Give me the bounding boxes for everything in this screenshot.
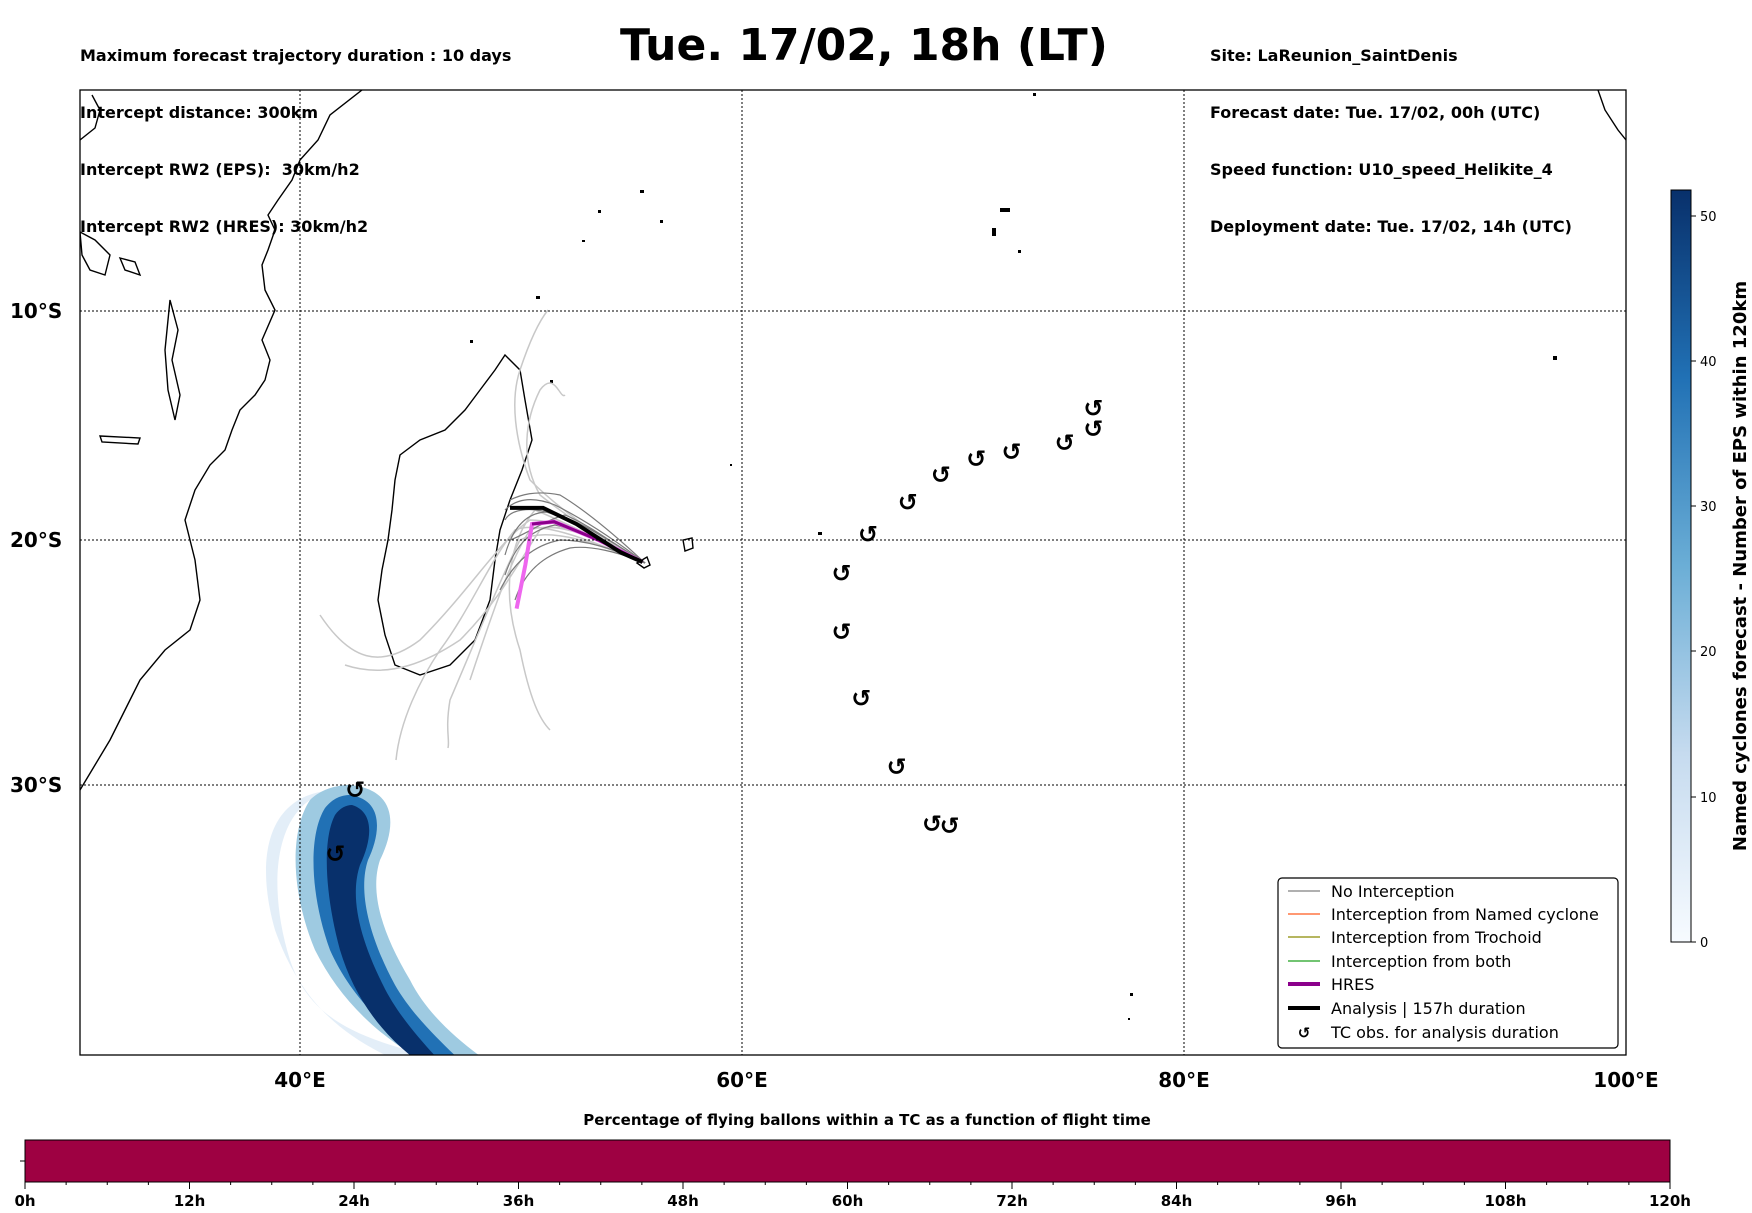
intercept-eps-text: Intercept RW2 (EPS): 30km/h2 bbox=[80, 160, 360, 179]
lake-coast bbox=[99, 435, 141, 445]
colorbar-tick: 20 bbox=[1700, 645, 1717, 660]
legend-label: No Interception bbox=[1331, 882, 1455, 901]
reunion-coast bbox=[635, 555, 651, 569]
timebar: Percentage of flying ballons within a TC… bbox=[14, 1111, 1691, 1210]
lon-tick: 40°E bbox=[274, 1068, 326, 1092]
colorbar-tick: 50 bbox=[1700, 210, 1717, 225]
timebar-ticks: 0h 12h 24h 36h 48h 60h 72h 84h 96h 108h 120h bbox=[14, 1182, 1691, 1210]
deployment-date-text: Deployment date: Tue. 17/02, 14h (UTC) bbox=[1210, 217, 1572, 236]
page-title: Tue. 17/02, 18h (LT) bbox=[620, 20, 1108, 71]
cyclone-symbol-icon: ↺ bbox=[1298, 1024, 1311, 1042]
tc-obs-icon: ↺ bbox=[931, 461, 951, 489]
legend-label: Interception from Trochoid bbox=[1331, 928, 1542, 947]
lon-tick: 100°E bbox=[1593, 1068, 1658, 1092]
max-duration-text: Maximum forecast trajectory duration : 1… bbox=[80, 46, 512, 65]
tc-obs-icon: ↺ bbox=[1083, 415, 1103, 443]
tc-obs-icon: ↺ bbox=[831, 618, 851, 646]
colorbar-tick: 0 bbox=[1700, 936, 1708, 951]
timebar-title: Percentage of flying ballons within a TC… bbox=[583, 1111, 1151, 1129]
lat-tick: 30°S bbox=[10, 773, 62, 797]
lon-tick: 60°E bbox=[716, 1068, 768, 1092]
map-frame bbox=[79, 89, 1627, 1056]
intercept-hres-text: Intercept RW2 (HRES): 30km/h2 bbox=[80, 217, 369, 236]
legend: No Interception Interception from Named … bbox=[1277, 877, 1619, 1049]
timebar-tick-label: 48h bbox=[667, 1192, 699, 1210]
mauritius-coast bbox=[682, 537, 694, 552]
speed-function-text: Speed function: U10_speed_Helikite_4 bbox=[1210, 160, 1553, 179]
tc-obs-icon: ↺ bbox=[940, 812, 960, 840]
timebar-fill bbox=[24, 1139, 1671, 1183]
colorbar-tick: 40 bbox=[1700, 355, 1717, 370]
timebar-tick-label: 120h bbox=[1649, 1192, 1691, 1210]
legend-label: HRES bbox=[1331, 975, 1374, 994]
timebar-tick-label: 12h bbox=[174, 1192, 206, 1210]
timebar-tick-label: 36h bbox=[503, 1192, 535, 1210]
colorbar: 0 10 20 30 40 50 Named cyclones forecast… bbox=[1670, 189, 1751, 951]
colorbar-tick: 10 bbox=[1700, 791, 1717, 806]
socotra-coast bbox=[80, 231, 111, 276]
zanzibar-coast bbox=[118, 256, 142, 277]
comoros-coast bbox=[164, 299, 181, 421]
tc-obs-icon: ↺ bbox=[922, 810, 942, 838]
tc-obs-icon: ↺ bbox=[858, 520, 878, 548]
map-content: ↺↺↺↺↺↺↺↺ ↺ ↺ ↺↺↺↺↺↺ bbox=[80, 90, 1626, 1055]
tc-obs-icon: ↺ bbox=[1083, 395, 1103, 423]
tc-obs-icon: ↺ bbox=[966, 445, 986, 473]
intercept-distance-text: Intercept distance: 300km bbox=[80, 103, 319, 122]
tc-obs-icon: ↺ bbox=[851, 684, 871, 712]
timebar-tick-label: 24h bbox=[338, 1192, 370, 1210]
timebar-tick-label: 108h bbox=[1485, 1192, 1527, 1210]
legend-label: Interception from both bbox=[1331, 952, 1511, 971]
timebar-tick-label: 84h bbox=[1161, 1192, 1193, 1210]
lat-tick: 20°S bbox=[10, 528, 62, 552]
tc-obs-icon: ↺ bbox=[1055, 429, 1075, 457]
tc-obs-icon: ↺ bbox=[345, 776, 365, 804]
gridlines bbox=[80, 90, 1626, 1055]
tc-obs-icon: ↺ bbox=[887, 753, 907, 781]
tc-obs-icon: ↺ bbox=[898, 488, 918, 516]
colorbar-label: Named cyclones forecast - Number of EPS … bbox=[1730, 281, 1751, 851]
coastlines bbox=[80, 90, 1626, 791]
small-islands bbox=[470, 93, 1557, 1020]
legend-label: TC obs. for analysis duration bbox=[1330, 1023, 1559, 1042]
lon-tick: 80°E bbox=[1158, 1068, 1210, 1092]
forecast-date-text: Forecast date: Tue. 17/02, 00h (UTC) bbox=[1210, 103, 1541, 122]
tc-obs-icon: ↺ bbox=[325, 840, 345, 868]
madagascar-coast bbox=[377, 353, 533, 676]
timebar-tick-label: 0h bbox=[14, 1192, 35, 1210]
header-left: Maximum forecast trajectory duration : 1… bbox=[80, 8, 511, 255]
colorbar-ticks: 0 10 20 30 40 50 bbox=[1691, 210, 1717, 951]
arabia-coast bbox=[80, 94, 101, 141]
tc-obs-icon: ↺ bbox=[831, 559, 851, 587]
africa-coast bbox=[80, 90, 363, 791]
timebar-tick-label: 72h bbox=[996, 1192, 1028, 1210]
colorbar-tick: 30 bbox=[1700, 500, 1717, 515]
header-right: Site: LaReunion_SaintDenis Forecast date… bbox=[1210, 8, 1572, 255]
site-text: Site: LaReunion_SaintDenis bbox=[1210, 46, 1458, 65]
cyclone-density-swath bbox=[266, 785, 479, 1055]
legend-label: Interception from Named cyclone bbox=[1331, 905, 1599, 924]
legend-label: Analysis | 157h duration bbox=[1331, 999, 1526, 1018]
timebar-tick-label: 96h bbox=[1325, 1192, 1357, 1210]
timebar-tick-label: 60h bbox=[832, 1192, 864, 1210]
lat-tick: 10°S bbox=[10, 299, 62, 323]
tc-obs-icon: ↺ bbox=[1002, 438, 1022, 466]
analysis-track bbox=[510, 505, 644, 564]
maldives-coast bbox=[1597, 90, 1626, 141]
tc-observations: ↺↺↺↺↺↺↺↺ ↺ ↺ ↺↺↺↺↺↺ bbox=[325, 395, 1103, 869]
axis-labels: 40°E 60°E 80°E 100°E 10°S 20°S 30°S bbox=[10, 299, 1659, 1092]
